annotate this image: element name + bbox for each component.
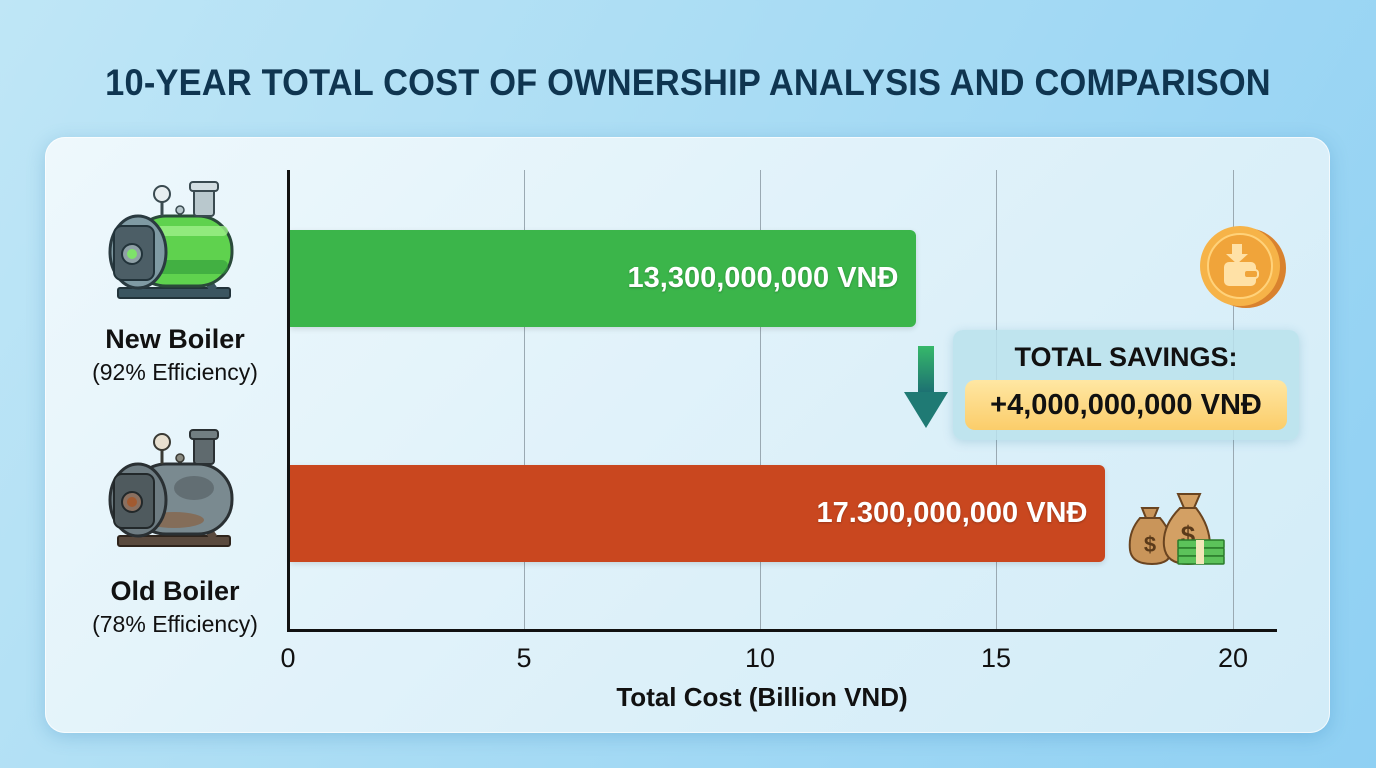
bar-old-boiler: 17.300,000,000 VNĐ [290,465,1106,562]
x-tick-label: 10 [744,643,776,673]
total-savings-callout: TOTAL SAVINGS: +4,000,000,000 VNĐ [953,330,1299,440]
category-efficiency: (78% Efficiency) [92,611,258,637]
chart-title: 10-YEAR TOTAL COST OF OWNERSHIP ANALYSIS… [105,62,1271,103]
money-bags-icon: $ $ [1128,493,1225,566]
x-tick-label: 15 [980,643,1012,673]
svg-text:$: $ [1144,532,1156,557]
x-tick-label: 0 [280,643,296,673]
x-tick-label: 20 [1217,643,1249,673]
down-arrow-icon [904,346,948,428]
x-axis-title: Total Cost (Billion VND) [616,682,908,712]
y-axis [287,170,290,632]
bar-new-boiler: 13,300,000,000 VNĐ [290,230,917,327]
bar-value-label: 13,300,000,000 VNĐ [627,262,899,294]
savings-value: +4,000,000,000 VNĐ [965,380,1287,430]
category-efficiency: (92% Efficiency) [92,359,258,385]
gridline-10 [760,170,761,630]
savings-title: TOTAL SAVINGS: [1014,342,1238,372]
coin-wallet-icon [1200,226,1286,308]
category-label-new-boiler: New Boiler (92% Efficiency) [60,324,290,386]
category-label-old-boiler: Old Boiler (78% Efficiency) [60,576,290,638]
x-tick-label: 5 [516,643,532,673]
gridline-5 [524,170,525,630]
category-name: New Boiler [105,324,245,354]
bar-value-label: 17.300,000,000 VNĐ [816,497,1088,529]
new-boiler-icon [108,181,234,299]
old-boiler-icon [108,429,234,547]
x-axis [287,629,1277,632]
category-name: Old Boiler [110,576,240,606]
